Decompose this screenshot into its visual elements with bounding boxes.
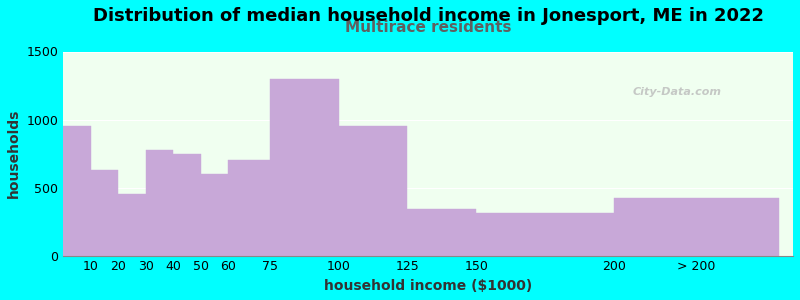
Y-axis label: households: households bbox=[7, 109, 21, 198]
Bar bbox=[118, 194, 146, 256]
Bar bbox=[146, 150, 174, 256]
Text: Multirace residents: Multirace residents bbox=[345, 20, 511, 35]
Bar bbox=[338, 126, 407, 256]
Bar bbox=[174, 154, 201, 256]
Bar bbox=[614, 198, 779, 256]
Bar bbox=[90, 170, 118, 256]
Bar bbox=[270, 79, 338, 256]
Bar bbox=[201, 174, 229, 256]
X-axis label: household income ($1000): household income ($1000) bbox=[324, 279, 532, 293]
Bar bbox=[63, 126, 90, 256]
Bar bbox=[476, 213, 614, 256]
Title: Distribution of median household income in Jonesport, ME in 2022: Distribution of median household income … bbox=[93, 7, 764, 25]
Bar bbox=[407, 209, 476, 256]
Text: City-Data.com: City-Data.com bbox=[633, 87, 722, 97]
Bar bbox=[229, 160, 270, 256]
